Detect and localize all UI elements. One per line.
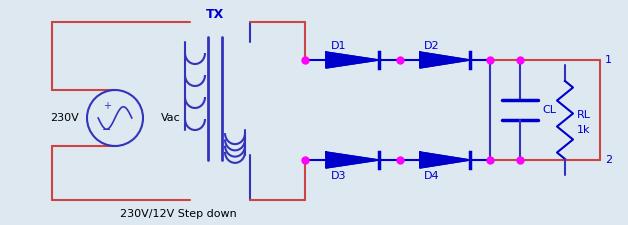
Text: D2: D2 bbox=[424, 41, 440, 51]
Text: D1: D1 bbox=[330, 41, 346, 51]
Text: 1k: 1k bbox=[577, 125, 590, 135]
Text: 2: 2 bbox=[605, 155, 612, 165]
Text: D4: D4 bbox=[424, 171, 440, 181]
Text: 230V: 230V bbox=[51, 113, 79, 123]
Text: CL: CL bbox=[542, 105, 556, 115]
Text: 1: 1 bbox=[605, 55, 612, 65]
Text: −: − bbox=[102, 125, 112, 135]
Text: D3: D3 bbox=[330, 171, 346, 181]
Text: Vac: Vac bbox=[161, 113, 181, 123]
Text: TX: TX bbox=[206, 7, 224, 20]
Polygon shape bbox=[420, 52, 470, 68]
Text: +: + bbox=[103, 101, 111, 111]
Polygon shape bbox=[326, 52, 379, 68]
Text: 230V/12V Step down: 230V/12V Step down bbox=[120, 209, 237, 219]
Polygon shape bbox=[326, 152, 379, 168]
Text: RL: RL bbox=[577, 110, 591, 120]
Polygon shape bbox=[420, 152, 470, 168]
